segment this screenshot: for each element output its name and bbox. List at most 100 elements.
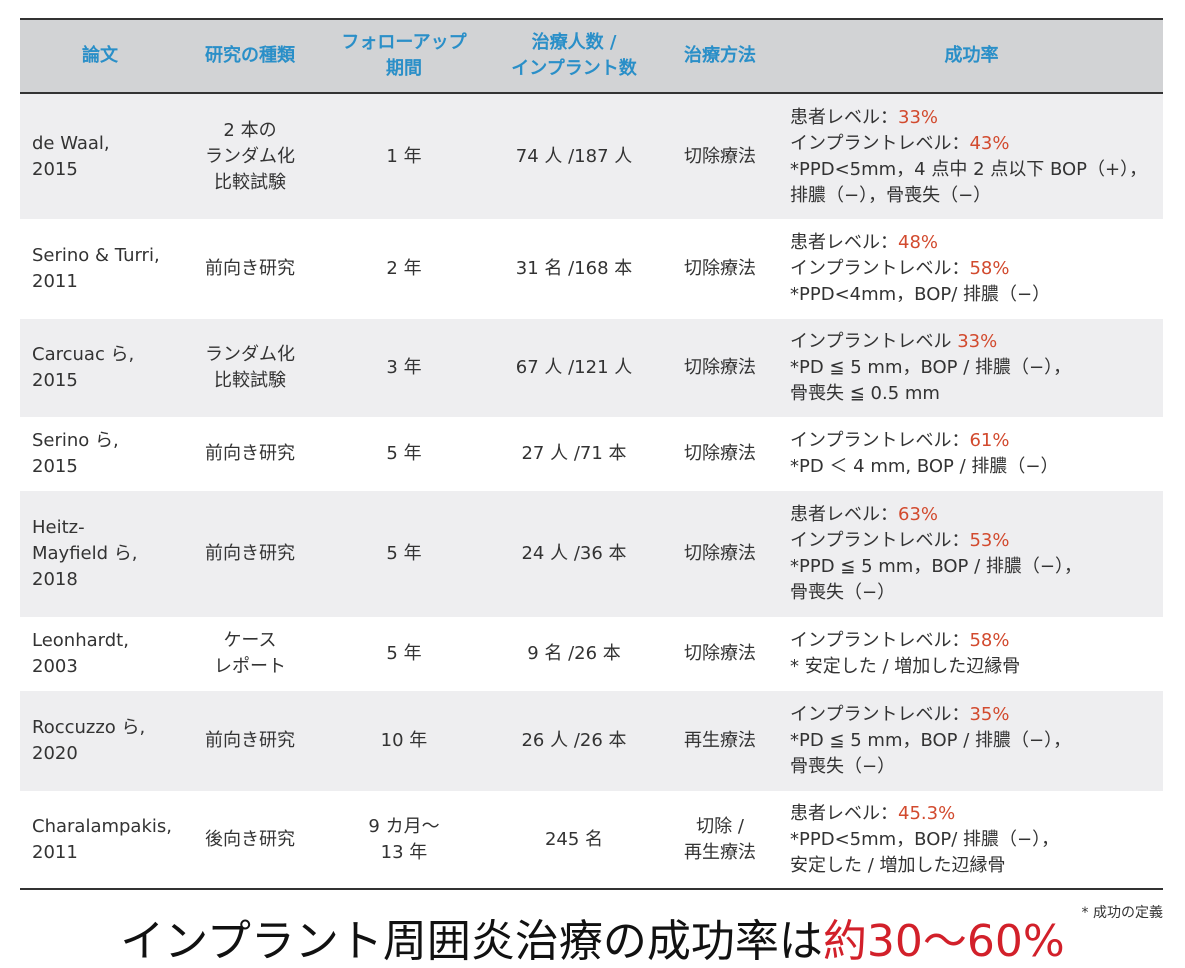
success-rate-line: インプラントレベル：35%	[790, 702, 1157, 728]
criterion-label: 患者レベル：	[790, 232, 898, 253]
criterion-label: *PD ≦ 5 mm，BOP / 排膿（−），	[790, 730, 1072, 751]
success-percent: 58%	[969, 630, 1010, 651]
paper-cell: Leonhardt, 2003	[32, 630, 129, 677]
header-followup: フォローアップ 期間	[341, 32, 467, 79]
study-type-cell: 前向き研究	[205, 543, 295, 564]
table-row: Charalampakis, 2011 後向き研究 9 カ月〜 13 年 245 名 切…	[20, 791, 1163, 889]
method-cell: 切除療法	[684, 357, 756, 378]
criterion-label: *PD ＜ 4 mm, BOP / 排膿（−）	[790, 456, 1059, 477]
study-type-cell: ケース レポート	[214, 630, 286, 677]
criterion-label: *PPD<4mm，BOP/ 排膿（−）	[790, 284, 1051, 305]
count-cell: 27 人 /71 本	[521, 443, 627, 464]
success-rate-cell: 患者レベル：48% インプラントレベル：58% *PPD<4mm，BOP/ 排膿（−…	[780, 219, 1163, 319]
paper-cell: Heitz- Mayfield ら, 2018	[32, 517, 138, 590]
success-rate-line: インプラントレベル：58%	[790, 256, 1157, 282]
success-percent: 58%	[969, 258, 1010, 279]
table-row: Serino & Turri, 2011 前向き研究 2 年 31 名 /168 本 切…	[20, 219, 1163, 319]
success-rate-line: 安定した / 増加した辺縁骨	[790, 853, 1157, 879]
method-cell: 再生療法	[684, 730, 756, 751]
paper-cell: Serino ら, 2015	[32, 430, 119, 477]
criterion-label: インプラントレベル	[790, 331, 958, 352]
success-rate-line: インプラントレベル：58%	[790, 628, 1157, 654]
success-rate-cell: 患者レベル：45.3% *PPD<5mm，BOP/ 排膿（−）， 安定した / 増加…	[780, 791, 1163, 889]
table-row: Serino ら, 2015 前向き研究 5 年 27 人 /71 本 切除療法 インプラ…	[20, 417, 1163, 491]
success-rate-cell: 患者レベル：33% インプラントレベル：43% *PPD<5mm，4 点中 2 点以…	[780, 93, 1163, 219]
method-cell: 切除療法	[684, 643, 756, 664]
table-row: Leonhardt, 2003 ケース レポート 5 年 9 名 /26 本 切除療法 イ…	[20, 617, 1163, 691]
success-rate-line: 患者レベル：48%	[790, 230, 1157, 256]
followup-cell: 5 年	[386, 543, 422, 564]
success-rate-line: 骨喪失（−）	[790, 580, 1157, 606]
study-type-cell: 前向き研究	[205, 443, 295, 464]
study-type-cell: 後向き研究	[205, 828, 295, 850]
criterion-label: インプラントレベル：	[790, 430, 970, 451]
success-rate-line: インプラントレベル：61%	[790, 428, 1157, 454]
success-rate-line: 骨喪失（−）	[790, 754, 1157, 780]
conclusion-text: インプラント周囲炎治療の成功率は約30〜60%	[0, 916, 1185, 968]
success-rate-line: *PPD<5mm，4 点中 2 点以下 BOP（+），排膿（−），骨喪失（−）	[790, 157, 1157, 209]
criterion-label: 骨喪失 ≦ 0.5 mm	[790, 383, 940, 404]
followup-cell: 1 年	[386, 145, 422, 167]
table-row: Roccuzzo ら, 2020 前向き研究 10 年 26 人 /26 本 再生療法 イ…	[20, 691, 1163, 791]
criterion-label: インプラントレベル：	[790, 704, 970, 725]
header-count: 治療人数 / インプラント数	[511, 32, 637, 79]
table-body: de Waal, 2015 2 本の ランダム化 比較試験 1 年 74 人 /187…	[20, 93, 1163, 889]
success-rate-line: * 安定した / 増加した辺縁骨	[790, 654, 1157, 680]
table-row: Heitz- Mayfield ら, 2018 前向き研究 5 年 24 人 /36 …	[20, 491, 1163, 617]
count-cell: 31 名 /168 本	[515, 258, 633, 279]
criterion-label: 骨喪失（−）	[790, 582, 896, 603]
criterion-label: インプラントレベル：	[790, 258, 970, 279]
conclusion-highlight: 約30〜60%	[822, 916, 1065, 967]
criterion-label: 患者レベル：	[790, 504, 898, 525]
method-cell: 切除療法	[684, 443, 756, 464]
study-type-cell: 前向き研究	[205, 730, 295, 751]
success-rate-cell: インプラントレベル：35% *PD ≦ 5 mm，BOP / 排膿（−）， 骨喪失（…	[780, 691, 1163, 791]
success-rate-line: 患者レベル：45.3%	[790, 801, 1157, 827]
count-cell: 24 人 /36 本	[521, 543, 627, 564]
success-percent: 33%	[957, 331, 998, 352]
header-method: 治療方法	[684, 45, 756, 66]
success-rate-line: *PPD<5mm，BOP/ 排膿（−），	[790, 827, 1157, 853]
study-type-cell: ランダム化 比較試験	[205, 344, 295, 391]
followup-cell: 5 年	[386, 443, 422, 464]
method-cell: 切除 / 再生療法	[684, 815, 756, 863]
table-row: Carcuac ら, 2015 ランダム化 比較試験 3 年 67 人 /121 人 切…	[20, 319, 1163, 417]
criterion-label: *PPD<5mm，4 点中 2 点以下 BOP（+），排膿（−），骨喪失（−）	[790, 158, 1148, 206]
count-cell: 245 名	[544, 828, 604, 850]
table-header-row: 論文 研究の種類 フォローアップ 期間 治療人数 / インプラント数 治療方法 …	[20, 19, 1163, 93]
method-cell: 切除療法	[684, 145, 756, 167]
method-cell: 切除療法	[684, 543, 756, 564]
criterion-label: インプラントレベル：	[790, 630, 970, 651]
criterion-label: 安定した / 増加した辺縁骨	[790, 854, 1006, 876]
paper-cell: Carcuac ら, 2015	[32, 344, 135, 391]
paper-cell: de Waal, 2015	[32, 132, 110, 180]
method-cell: 切除療法	[684, 258, 756, 279]
header-success-rate: 成功率	[944, 45, 999, 66]
success-rate-cell: インプラントレベル：58% * 安定した / 増加した辺縁骨	[780, 617, 1163, 691]
count-cell: 67 人 /121 人	[515, 357, 633, 378]
criterion-label: * 安定した / 増加した辺縁骨	[790, 656, 1021, 677]
criterion-label: *PD ≦ 5 mm，BOP / 排膿（−），	[790, 357, 1072, 378]
success-rate-line: 患者レベル：63%	[790, 502, 1157, 528]
success-rate-cell: インプラントレベル：61% *PD ＜ 4 mm, BOP / 排膿（−）	[780, 417, 1163, 491]
success-rate-table-container: 論文 研究の種類 フォローアップ 期間 治療人数 / インプラント数 治療方法 …	[20, 18, 1163, 890]
footnote: * 成功の定義	[1081, 905, 1163, 921]
success-percent: 63%	[898, 504, 939, 525]
success-percent: 35%	[969, 704, 1010, 725]
paper-cell: Serino & Turri, 2011	[32, 245, 160, 292]
header-paper: 論文	[82, 45, 118, 66]
paper-cell: Roccuzzo ら, 2020	[32, 717, 146, 764]
success-rate-table: 論文 研究の種類 フォローアップ 期間 治療人数 / インプラント数 治療方法 …	[20, 18, 1163, 890]
success-rate-line: インプラントレベル：43%	[790, 131, 1157, 157]
success-percent: 61%	[969, 430, 1010, 451]
success-rate-line: 患者レベル：33%	[790, 105, 1157, 131]
success-rate-line: 骨喪失 ≦ 0.5 mm	[790, 381, 1157, 407]
count-cell: 74 人 /187 人	[515, 145, 633, 167]
success-rate-cell: インプラントレベル 33% *PD ≦ 5 mm，BOP / 排膿（−）， 骨喪失 …	[780, 319, 1163, 417]
followup-cell: 2 年	[386, 258, 422, 279]
success-rate-line: *PD ≦ 5 mm，BOP / 排膿（−），	[790, 728, 1157, 754]
success-rate-line: インプラントレベル：53%	[790, 528, 1157, 554]
criterion-label: 患者レベル：	[790, 802, 898, 824]
study-type-cell: 2 本の ランダム化 比較試験	[205, 119, 295, 193]
count-cell: 26 人 /26 本	[521, 730, 627, 751]
